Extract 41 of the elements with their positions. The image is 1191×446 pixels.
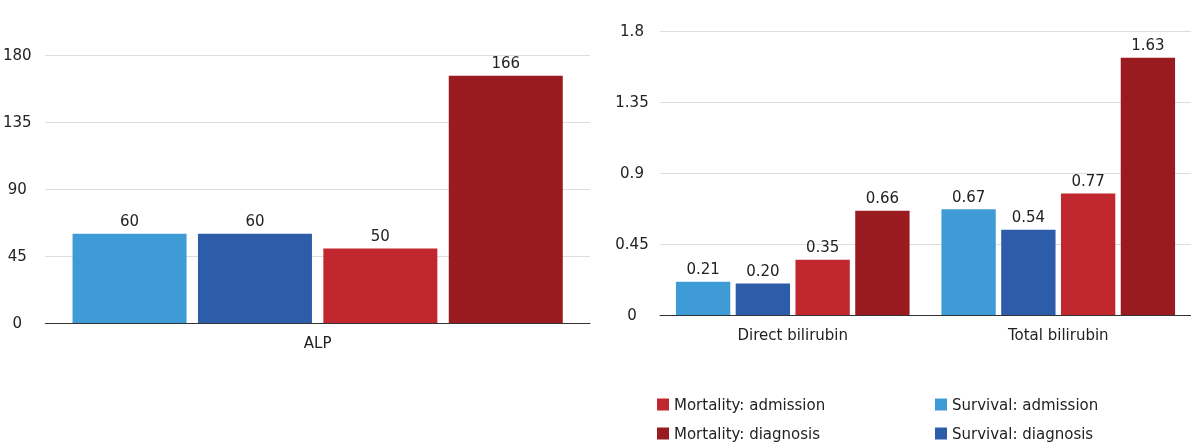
- data-label: 60: [120, 212, 140, 231]
- bar: [1120, 57, 1176, 315]
- data-label: 50: [370, 227, 390, 246]
- data-label: 0.67: [951, 187, 986, 206]
- y-tick-label: 135: [2, 113, 32, 131]
- bar: [197, 233, 312, 323]
- legend-label: Survival: admission: [952, 395, 1099, 414]
- y-tick-label: 45: [7, 247, 27, 265]
- y-tick-label: 0.9: [620, 164, 644, 182]
- legend-label: Mortality: admission: [674, 395, 826, 414]
- bar: [675, 281, 731, 315]
- data-label: 0.21: [686, 260, 720, 279]
- x-tick-label: Total bilirubin: [1006, 325, 1109, 344]
- bar: [941, 209, 996, 315]
- data-label: 0.35: [805, 238, 840, 257]
- bar: [855, 210, 910, 315]
- y-tick-label: 0: [627, 306, 637, 324]
- data-label: 0.66: [865, 189, 900, 208]
- data-label: 60: [245, 212, 265, 231]
- y-tick-label: 0: [12, 314, 23, 332]
- data-label: 0.20: [746, 261, 780, 280]
- x-tick-label: Direct bilirubin: [737, 325, 849, 344]
- y-tick-label: 90: [7, 180, 27, 198]
- bar: [448, 75, 563, 323]
- legend-label: Mortality: diagnosis: [674, 424, 821, 443]
- y-tick-label: 180: [2, 46, 32, 64]
- data-label: 1.63: [1131, 36, 1165, 55]
- data-label: 166: [491, 54, 521, 73]
- bar: [72, 233, 187, 323]
- bar: [1060, 193, 1116, 315]
- y-tick-label: 0.45: [615, 235, 649, 253]
- y-tick-label: 1.8: [620, 22, 644, 40]
- bar: [795, 259, 850, 315]
- data-label: 0.77: [1071, 172, 1105, 191]
- legend-label: Survival: diagnosis: [952, 424, 1094, 443]
- bar: [735, 283, 791, 315]
- bar: [1001, 229, 1056, 315]
- data-label: 0.54: [1011, 208, 1046, 227]
- x-tick-label: ALP: [303, 333, 332, 352]
- bar: [323, 248, 438, 323]
- y-tick-label: 1.35: [615, 93, 649, 111]
